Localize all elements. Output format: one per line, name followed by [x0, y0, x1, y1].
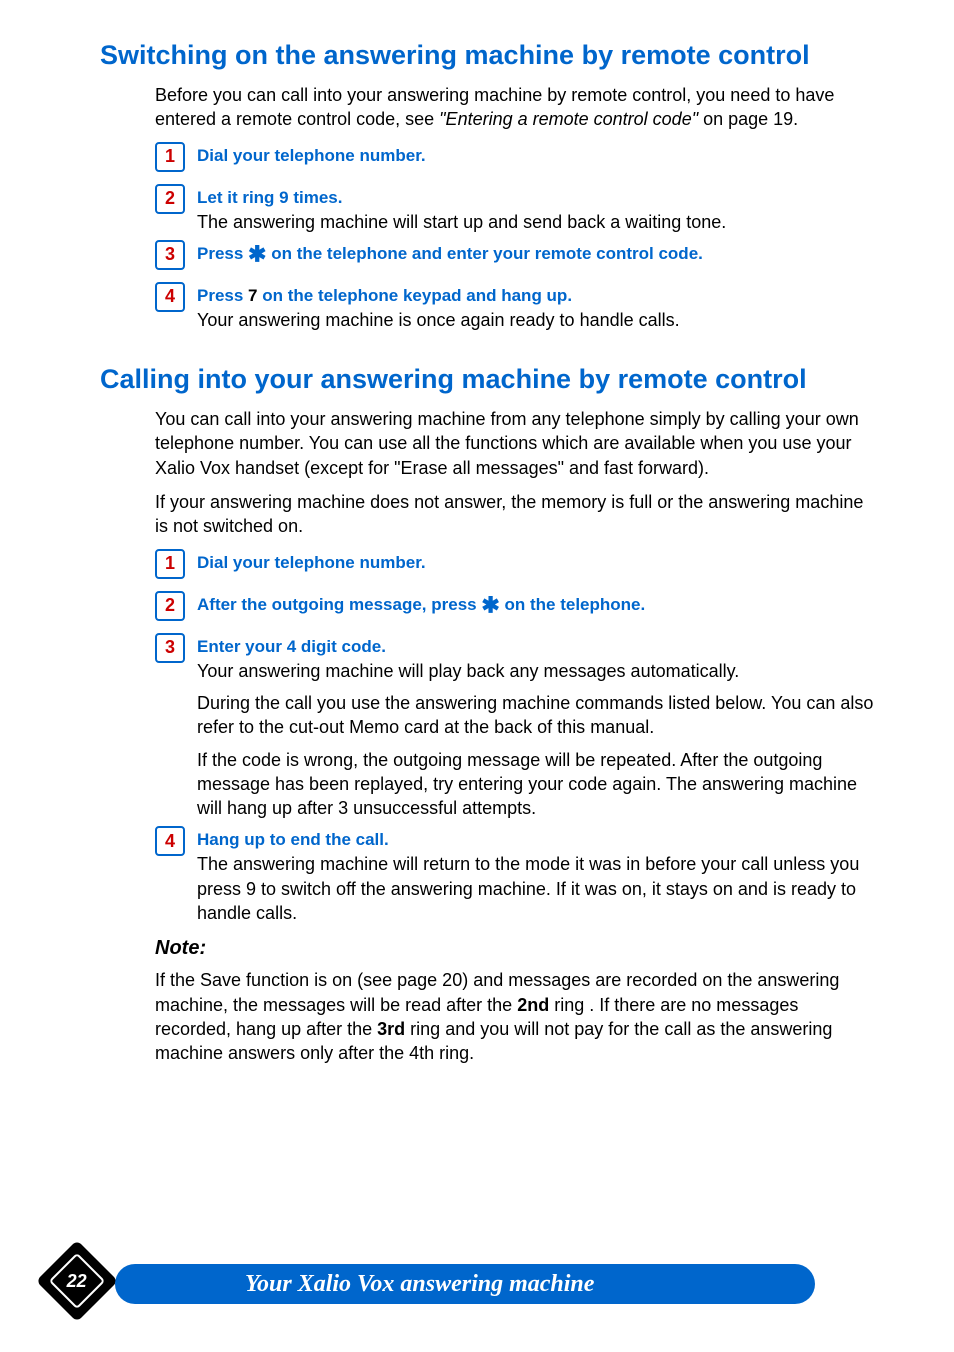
step-row: 4 Press 7 on the telephone keypad and ha…	[155, 282, 874, 332]
step-content: Hang up to end the call. The answering m…	[197, 826, 874, 925]
step-title: Enter your 4 digit code.	[197, 637, 874, 657]
chapter-title-pill: Your Xalio Vox answering machine	[115, 1264, 815, 1304]
step-row: 2 After the outgoing message, press ✱ on…	[155, 591, 874, 621]
step-title-pre: Press	[197, 286, 248, 305]
step-number-box: 3	[155, 633, 185, 663]
note-bold-1: 2nd	[517, 995, 549, 1015]
step-body: The answering machine will start up and …	[197, 210, 874, 234]
step-number-box: 4	[155, 826, 185, 856]
step-title-pre: Press	[197, 244, 248, 263]
step-row: 3 Enter your 4 digit code. Your answerin…	[155, 633, 874, 821]
asterisk-icon: ✱	[248, 241, 266, 266]
note-bold-2: 3rd	[377, 1019, 405, 1039]
step-title: Press 7 on the telephone keypad and hang…	[197, 286, 874, 306]
step-body: Your answering machine is once again rea…	[197, 308, 874, 332]
step-content: Press 7 on the telephone keypad and hang…	[197, 282, 874, 332]
step-number-box: 2	[155, 184, 185, 214]
page-number-frame: 22	[49, 1253, 106, 1310]
note-heading: Note:	[155, 937, 874, 960]
step-body: Your answering machine will play back an…	[197, 659, 874, 683]
step-title: Dial your telephone number.	[197, 553, 874, 573]
asterisk-icon: ✱	[481, 592, 499, 617]
page-number-badge: 22	[36, 1240, 118, 1322]
section-heading: Calling into your answering machine by r…	[100, 364, 874, 395]
section-heading: Switching on the answering machine by re…	[100, 40, 874, 71]
step-row: 1 Dial your telephone number.	[155, 142, 874, 172]
step-number-box: 3	[155, 240, 185, 270]
step-content: Dial your telephone number.	[197, 549, 874, 573]
step-title: After the outgoing message, press ✱ on t…	[197, 595, 874, 615]
step-number-box: 1	[155, 142, 185, 172]
step-number-box: 1	[155, 549, 185, 579]
step-title: Dial your telephone number.	[197, 146, 874, 166]
step-content: After the outgoing message, press ✱ on t…	[197, 591, 874, 615]
step-title-post: on the telephone and enter your remote c…	[266, 244, 702, 263]
note-body: If the Save function is on (see page 20)…	[155, 968, 874, 1065]
step-title: Press ✱ on the telephone and enter your …	[197, 244, 874, 264]
intro-paragraph: If your answering machine does not answe…	[155, 490, 874, 539]
page-number: 22	[67, 1271, 87, 1292]
step-body: The answering machine will return to the…	[197, 852, 874, 925]
step-number-box: 4	[155, 282, 185, 312]
step-title-post: on the telephone.	[500, 595, 645, 614]
step-content: Let it ring 9 times. The answering machi…	[197, 184, 874, 234]
intro-text-post: on page 19.	[698, 109, 798, 129]
step-content: Enter your 4 digit code. Your answering …	[197, 633, 874, 821]
step-content: Dial your telephone number.	[197, 142, 874, 166]
step-row: 4 Hang up to end the call. The answering…	[155, 826, 874, 925]
step-number-box: 2	[155, 591, 185, 621]
step-content: Press ✱ on the telephone and enter your …	[197, 240, 874, 264]
chapter-title: Your Xalio Vox answering machine	[245, 1271, 594, 1298]
step-title: Hang up to end the call.	[197, 830, 874, 850]
step-body: If the code is wrong, the outgoing messa…	[197, 748, 874, 821]
step-row: 3 Press ✱ on the telephone and enter you…	[155, 240, 874, 270]
step-title-pre: After the outgoing message, press	[197, 595, 481, 614]
step-title-black: 7	[248, 286, 257, 305]
step-title-post: on the telephone keypad and hang up.	[258, 286, 573, 305]
step-title: Let it ring 9 times.	[197, 188, 874, 208]
intro-text-italic: "Entering a remote control code"	[439, 109, 698, 129]
intro-paragraph: You can call into your answering machine…	[155, 407, 874, 480]
step-row: 2 Let it ring 9 times. The answering mac…	[155, 184, 874, 234]
step-body: During the call you use the answering ma…	[197, 691, 874, 740]
intro-paragraph: Before you can call into your answering …	[155, 83, 874, 132]
step-row: 1 Dial your telephone number.	[155, 549, 874, 579]
